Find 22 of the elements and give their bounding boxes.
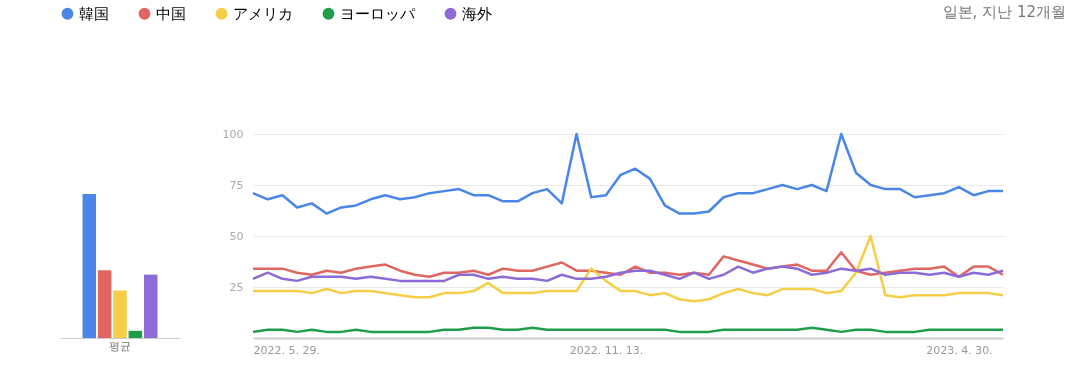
bar (128, 330, 143, 338)
y-tick-label: 75 (229, 178, 244, 192)
y-tick-label: 50 (229, 229, 244, 243)
x-tick-label: 2022. 5. 29. (253, 343, 320, 357)
y-tick-label: 25 (229, 280, 244, 294)
legend-label: ヨーロッパ (340, 4, 416, 23)
bar (82, 194, 97, 338)
legend-label: 韓国 (79, 4, 109, 23)
bar (97, 270, 112, 338)
legend-label: 中国 (156, 4, 186, 23)
line-series (251, 132, 1005, 215)
y-tick-label: 100 (222, 127, 244, 141)
bar (113, 290, 127, 338)
text: 일본, 지난 12개월 (942, 3, 1066, 21)
line-series (251, 265, 1005, 283)
legend-label: 海外 (462, 4, 492, 23)
bar (143, 274, 158, 338)
x-tick-label: 평균 (109, 339, 131, 353)
line-series (251, 234, 1005, 303)
x-tick-label: 2023. 4. 30. (926, 343, 993, 357)
x-tick-label: 2022. 11. 13. (569, 343, 644, 357)
legend-label: アメリカ (233, 4, 293, 23)
